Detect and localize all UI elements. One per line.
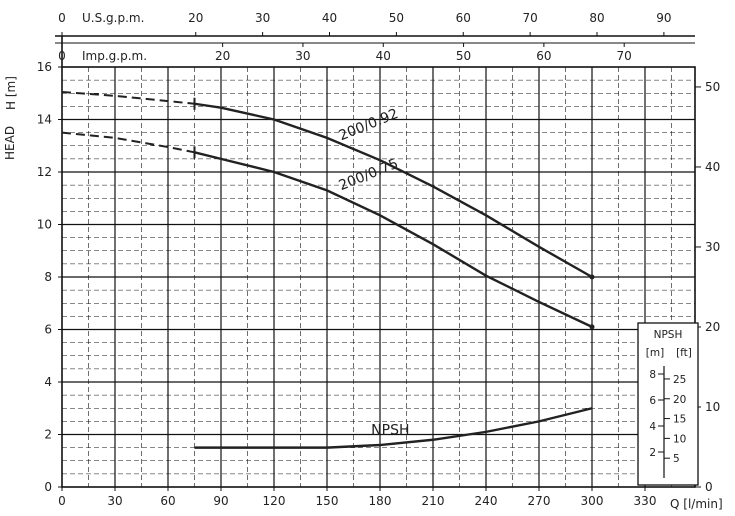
curve-label-200/0.92: 200/0.92 [337, 106, 401, 144]
imp-gpm-tick-label: 70 [617, 49, 632, 63]
npsh-inset-ft-label: 20 [673, 394, 686, 406]
curve-labels: 200/0.92 200/0.75 NPSH [337, 106, 410, 439]
y-tick-label: 12 [37, 165, 52, 179]
us-gpm-tick-label: 20 [188, 11, 203, 25]
y-right-tick-label: 50 [705, 80, 720, 94]
y-tick-label: 8 [44, 270, 52, 284]
imp-gpm-tick-label: 50 [456, 49, 471, 63]
us-gpm-tick-label: 90 [656, 11, 671, 25]
y-tick-label: 10 [37, 218, 52, 232]
y-axis-unit-label: H [m] [4, 76, 18, 110]
npsh-inset-ft-label: 15 [673, 414, 686, 426]
y-tick-label: 6 [44, 323, 52, 337]
curve-end-marker [589, 274, 595, 280]
us-gpm-tick-label: 80 [589, 11, 604, 25]
curve-200/0.92 [194, 102, 593, 279]
imp-gpm-tick-label: 20 [215, 49, 230, 63]
x-tick-label: 330 [634, 494, 657, 508]
y-tick-label: 16 [37, 60, 52, 74]
x-axis-unit-label: Q [l/min] [670, 497, 723, 511]
npsh-inset-m-label: 8 [649, 369, 656, 381]
y-tick-label: 0 [44, 480, 52, 494]
x-tick-label: 300 [581, 494, 604, 508]
x-tick-label: 150 [316, 494, 339, 508]
y-right-tick-label: 40 [705, 160, 720, 174]
npsh-inset-m-label: 6 [649, 395, 656, 407]
npsh-inset-col-ft: [ft] [676, 347, 692, 359]
us-gpm-tick-label: 30 [255, 11, 270, 25]
grid-lines [62, 67, 695, 487]
us-gpm-tick-label: 0 [58, 11, 66, 25]
npsh-inset-ft-label: 25 [673, 374, 686, 386]
y-right-tick-label: 30 [705, 240, 720, 254]
npsh-inset-col-m: [m] [646, 347, 664, 359]
us-gpm-tick-label: 60 [456, 11, 471, 25]
y-right-tick-label: 0 [705, 480, 713, 494]
y-axis-title-head: HEAD [3, 126, 17, 160]
x-tick-label: 30 [107, 494, 122, 508]
us-gpm-label: U.S.g.p.m. [82, 11, 144, 25]
curve-label-200/0.75: 200/0.75 [337, 156, 401, 194]
curves [61, 90, 595, 449]
x-tick-label: 60 [160, 494, 175, 508]
tick-labels: 0 30 60 90 120 150 180 210 240 270 300 330024681012… [37, 60, 721, 508]
imp-gpm-tick-label: 30 [295, 49, 310, 63]
curve-200/0.75 [194, 151, 593, 328]
curve-200/0.92-dashed [61, 90, 195, 105]
x-tick-label: 210 [422, 494, 445, 508]
x-tick-label: 90 [213, 494, 228, 508]
npsh-inset-m-label: 2 [649, 447, 656, 459]
x-tick-label: 180 [369, 494, 392, 508]
y-right-tick-label: 10 [705, 400, 720, 414]
npsh-inset: NPSH [m] [ft] 2 4 6 8 5 10 15 20 25 [637, 322, 699, 486]
y-tick-label: 4 [44, 375, 52, 389]
y-tick-label: 2 [44, 428, 52, 442]
x-tick-label: 120 [263, 494, 286, 508]
npsh-inset-m-label: 4 [649, 421, 656, 433]
top-us-gpm-scale: U.S.g.p.m. 0 20 30 40 50 60 70 80 90 [58, 11, 672, 36]
npsh-inset-ft-label: 5 [673, 453, 680, 465]
x-tick-label: 0 [58, 494, 66, 508]
imp-gpm-tick-label: 0 [58, 49, 66, 63]
curve-200/0.75-dashed [61, 131, 195, 154]
us-gpm-tick-label: 70 [522, 11, 537, 25]
y-right-tick-label: 20 [705, 320, 720, 334]
us-gpm-tick-label: 50 [389, 11, 404, 25]
axes [55, 35, 696, 488]
npsh-inset-title: NPSH [654, 329, 683, 341]
imp-gpm-tick-label: 40 [376, 49, 391, 63]
y-tick-label: 14 [37, 113, 52, 127]
x-tick-label: 270 [528, 494, 551, 508]
npsh-inset-ft-label: 10 [673, 433, 686, 445]
curve-end-marker [589, 324, 595, 330]
top-imp-gpm-scale: Imp.g.p.m. 0 20 30 40 50 60 70 [58, 43, 632, 63]
x-tick-label: 240 [475, 494, 498, 508]
imp-gpm-tick-label: 60 [536, 49, 551, 63]
us-gpm-tick-label: 40 [322, 11, 337, 25]
curve-NPSH [194, 407, 593, 449]
imp-gpm-label: Imp.g.p.m. [82, 49, 147, 63]
curve-label-NPSH: NPSH [371, 423, 409, 439]
